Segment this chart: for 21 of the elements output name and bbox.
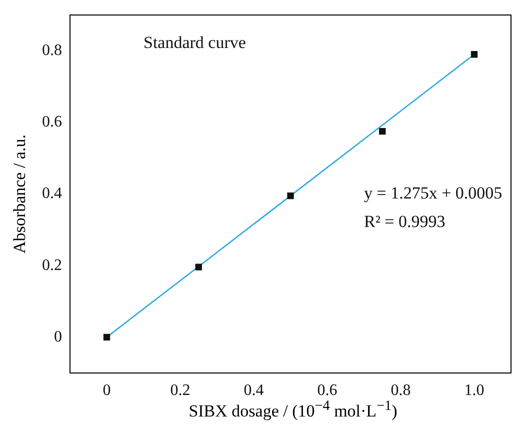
x-axis-title: SIBX dosage / (10$^{−4}$ mol·L$^{−1}$) xyxy=(188,398,398,422)
y-axis-title: Absorbance / a.u. xyxy=(10,134,30,254)
point xyxy=(379,128,386,135)
annotation: Standard curve xyxy=(144,33,246,52)
x-tick-label: 0.2 xyxy=(170,382,190,399)
point xyxy=(470,51,478,58)
point xyxy=(195,264,202,270)
point xyxy=(103,334,110,341)
y-tick-label: 0.4 xyxy=(42,185,62,202)
x-tick-label: 0.4 xyxy=(244,382,264,399)
y-tick-label: 0.2 xyxy=(42,256,62,274)
annotation: R² = 0.9993 xyxy=(364,212,446,232)
x-tick-label: 0.8 xyxy=(390,382,411,399)
x-tick-label: 0.6 xyxy=(317,382,338,399)
y-tick-label: 0 xyxy=(54,328,62,346)
point xyxy=(287,192,294,200)
annotation: y = 1.275x + 0.0005 xyxy=(364,183,502,202)
x-tick-label: 0 xyxy=(102,382,111,399)
x-tick-label: 1.0 xyxy=(464,382,484,399)
y-tick-label: 0.8 xyxy=(42,42,62,60)
y-tick-label: 0.6 xyxy=(42,114,62,131)
